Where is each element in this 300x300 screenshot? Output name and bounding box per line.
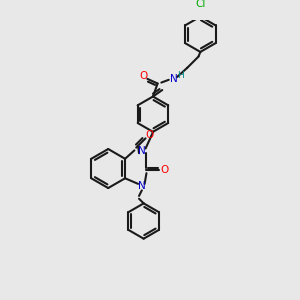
Text: Cl: Cl bbox=[195, 0, 206, 9]
Text: H: H bbox=[178, 70, 184, 80]
Text: N: N bbox=[138, 146, 146, 156]
Text: O: O bbox=[160, 165, 168, 176]
Text: N: N bbox=[169, 74, 177, 84]
Text: N: N bbox=[138, 181, 146, 191]
Text: O: O bbox=[145, 130, 153, 140]
Text: O: O bbox=[140, 71, 148, 81]
